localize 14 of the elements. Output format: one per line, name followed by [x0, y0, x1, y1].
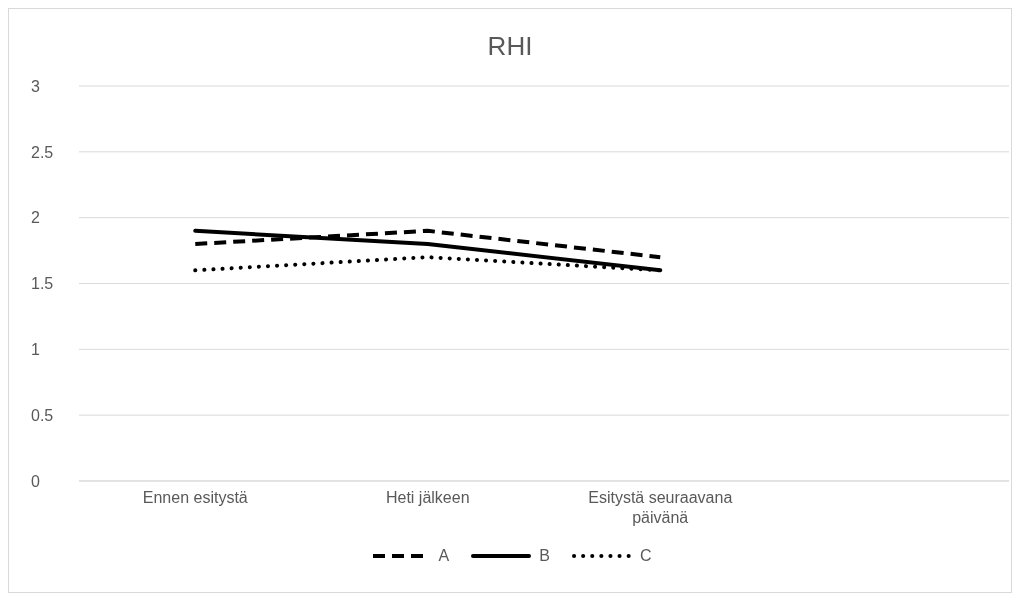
y-tick-label: 0	[31, 472, 40, 490]
y-tick-label: 2.5	[31, 143, 54, 161]
x-tick-label: Ennen esitystä	[142, 489, 248, 506]
x-tick-label: Esitystä seuraavana päivänä	[588, 489, 733, 526]
legend-label: A	[438, 547, 450, 565]
legend-label: B	[539, 547, 550, 565]
y-tick-label: 2	[31, 209, 40, 227]
y-tick-label: 0.5	[31, 406, 54, 424]
y-tick-label: 1	[31, 341, 40, 359]
y-tick-label: 3	[31, 77, 40, 95]
legend-label: C	[639, 547, 652, 565]
chart-title: RHI	[486, 30, 534, 63]
x-tick-label: Heti jälkeen	[385, 489, 470, 506]
y-tick-label: 1.5	[31, 275, 54, 293]
